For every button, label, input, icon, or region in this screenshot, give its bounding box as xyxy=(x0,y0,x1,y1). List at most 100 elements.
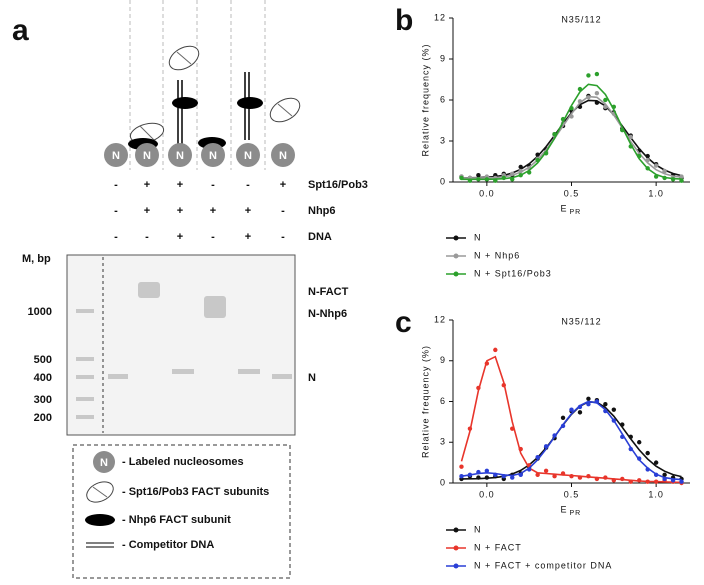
data-point xyxy=(510,475,515,480)
y-axis-label: Relative frequency (%) xyxy=(420,43,430,156)
condition-sign: - xyxy=(281,231,285,243)
nucleosome xyxy=(201,143,225,167)
legend-marker xyxy=(453,563,459,569)
legend-box xyxy=(72,444,291,579)
panel-label: c xyxy=(395,306,412,339)
data-point xyxy=(594,71,600,77)
data-point xyxy=(603,97,608,103)
marker-label: 1000 xyxy=(28,306,52,318)
data-point xyxy=(645,450,650,456)
nucleosome-label: N xyxy=(143,150,151,162)
data-point xyxy=(611,407,617,412)
legend-marker xyxy=(453,271,459,277)
nucleosome xyxy=(168,143,192,167)
data-point xyxy=(577,410,583,415)
legend-marker xyxy=(453,235,459,241)
y-tick-label: 0 xyxy=(440,477,446,487)
panel-label: a xyxy=(12,14,29,47)
condition-sign: - xyxy=(281,205,285,217)
marker-label: 400 xyxy=(34,372,52,384)
data-point xyxy=(637,440,642,445)
condition-sign: + xyxy=(245,205,251,217)
y-tick-label: 6 xyxy=(440,94,446,104)
nucleosome-label: N xyxy=(112,150,120,162)
data-point xyxy=(653,163,659,168)
data-point xyxy=(535,472,540,478)
data-point xyxy=(493,347,498,353)
nucleosome xyxy=(236,143,260,167)
data-point xyxy=(628,134,633,140)
panel-label: b xyxy=(395,4,413,37)
condition-sign: - xyxy=(211,179,215,191)
fit-line xyxy=(460,355,682,484)
fit-line xyxy=(461,99,682,179)
legend-label: N + Nhp6 xyxy=(474,250,520,260)
x-axis-label-sub: PR xyxy=(570,510,582,517)
condition-sign: + xyxy=(280,179,286,191)
condition-sign: - xyxy=(114,231,118,243)
data-point xyxy=(459,464,464,469)
legend-text: - Spt16/Pob3 FACT subunits xyxy=(122,486,269,498)
nucleosome-label: N xyxy=(244,150,252,162)
condition-sign: + xyxy=(177,205,183,217)
legend-label: N + Spt16/Pob3 xyxy=(474,268,552,278)
legend-label: N xyxy=(474,232,482,242)
nucleosome-label: N xyxy=(209,150,217,162)
data-point xyxy=(586,402,591,407)
nucleosome xyxy=(104,143,128,167)
data-point xyxy=(543,468,549,473)
condition-label: Nhp6 xyxy=(308,205,336,217)
condition-sign: - xyxy=(246,179,250,191)
condition-sign: - xyxy=(145,231,149,243)
legend-icon-label: N xyxy=(100,457,108,469)
condition-sign: + xyxy=(177,231,183,243)
x-tick-label: 0.0 xyxy=(479,489,495,499)
data-point xyxy=(552,474,557,479)
marker-title: M, bp xyxy=(22,253,51,265)
nucleosome xyxy=(135,143,159,167)
nucleosome-label: N xyxy=(176,150,184,162)
legend-text: - Competitor DNA xyxy=(122,539,214,551)
x-tick-label: 1.0 xyxy=(648,489,664,499)
legend-marker xyxy=(453,545,459,551)
data-point xyxy=(586,73,591,78)
legend-label: N xyxy=(474,524,482,534)
legend-text: - Labeled nucleosomes xyxy=(122,456,244,468)
data-point xyxy=(586,396,591,401)
condition-sign: - xyxy=(211,231,215,243)
schematic-icons xyxy=(128,45,301,150)
y-tick-label: 12 xyxy=(434,314,446,324)
band-label: N-FACT xyxy=(308,286,349,298)
y-tick-label: 9 xyxy=(440,53,446,63)
data-point xyxy=(662,168,667,174)
legend-marker xyxy=(453,253,459,259)
data-point xyxy=(679,479,684,484)
y-tick-label: 3 xyxy=(440,135,446,145)
data-point xyxy=(560,415,566,420)
x-tick-label: 1.0 xyxy=(648,188,664,198)
marker-label: 200 xyxy=(34,412,52,424)
data-point xyxy=(594,90,600,96)
x-tick-label: 0.0 xyxy=(479,188,495,198)
data-point xyxy=(484,468,490,473)
condition-sign: + xyxy=(144,179,150,191)
condition-sign: - xyxy=(114,179,118,191)
y-axis-label: Relative frequency (%) xyxy=(420,345,430,458)
condition-sign: + xyxy=(210,205,216,217)
x-tick-label: 0.5 xyxy=(564,489,580,499)
gel xyxy=(66,254,296,436)
band-label: N xyxy=(308,372,316,384)
condition-sign: + xyxy=(245,231,251,243)
data-point xyxy=(653,460,659,465)
condition-sign: + xyxy=(144,205,150,217)
data-point xyxy=(459,474,464,479)
condition-sign: - xyxy=(114,205,118,217)
x-axis-label-sub: PR xyxy=(570,209,582,216)
y-tick-label: 12 xyxy=(434,12,446,22)
y-tick-label: 3 xyxy=(440,437,446,447)
band-label: N-Nhp6 xyxy=(308,308,347,320)
nucleosome xyxy=(271,143,295,167)
data-point xyxy=(476,172,481,178)
x-axis-label: E xyxy=(560,203,567,213)
legend-icons xyxy=(85,451,115,548)
